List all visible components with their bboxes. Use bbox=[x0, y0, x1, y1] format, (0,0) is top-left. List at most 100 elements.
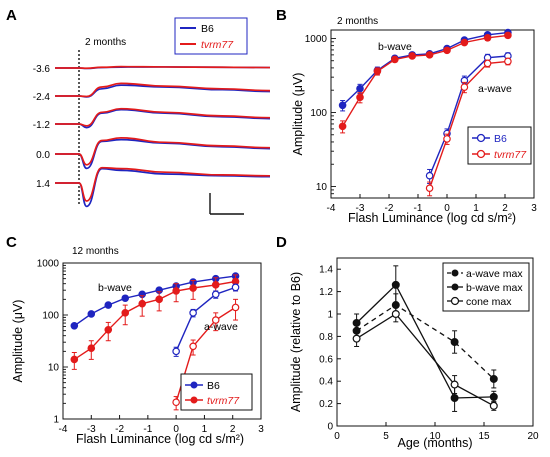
panel-b-bwave-label: b-wave bbox=[378, 41, 412, 53]
panel-c-legend-b6: B6 bbox=[207, 380, 220, 392]
data-point bbox=[356, 84, 364, 93]
panel-a-row-label: 0.0 bbox=[36, 150, 50, 161]
x-tick-label: 2 bbox=[230, 424, 236, 435]
data-point bbox=[450, 380, 459, 389]
x-tick-label: -3 bbox=[356, 203, 365, 214]
y-tick-label: 1000 bbox=[305, 34, 328, 45]
data-point bbox=[231, 303, 240, 312]
panel-letter-b: B bbox=[276, 7, 287, 24]
panel-d-legend: a-wave max b-wave max cone max bbox=[442, 262, 530, 312]
x-tick-label: 10 bbox=[429, 431, 441, 442]
panel-c-frame bbox=[62, 262, 262, 420]
data-point bbox=[338, 101, 347, 110]
panel-a-waveforms: 2 months -3.6 -2.4 -1.2 0.0 1.4 B6 tvrm7… bbox=[33, 17, 271, 215]
data-point bbox=[172, 287, 180, 295]
data-point bbox=[460, 83, 469, 91]
y-tick-label: 0.8 bbox=[319, 332, 333, 343]
x-tick-label: 0 bbox=[173, 424, 179, 435]
panel-d-xlabel: Age (months) bbox=[397, 436, 472, 450]
data-point bbox=[483, 59, 492, 68]
data-point bbox=[121, 309, 130, 317]
series-line-tvrm77-b-wave bbox=[342, 34, 508, 127]
data-point bbox=[352, 318, 361, 327]
x-tick-label: -1 bbox=[414, 203, 423, 214]
data-point bbox=[104, 301, 113, 309]
data-point bbox=[338, 122, 347, 131]
panel-a-row-label: -1.2 bbox=[33, 120, 51, 131]
panel-c-series bbox=[70, 272, 240, 411]
data-point bbox=[391, 310, 400, 319]
series-line-b-wave-max bbox=[356, 283, 494, 399]
panel-a-note: 2 months bbox=[85, 37, 126, 48]
panel-b-legend: B6 tvrm77 bbox=[467, 126, 532, 165]
panel-b-series bbox=[338, 28, 512, 197]
series-line-b6-a-wave bbox=[175, 286, 236, 352]
x-tick-label: -3 bbox=[87, 424, 96, 435]
data-point bbox=[373, 67, 382, 76]
data-point bbox=[443, 46, 451, 55]
data-point bbox=[87, 310, 96, 318]
x-tick-label: 20 bbox=[527, 431, 539, 442]
data-point bbox=[138, 299, 147, 308]
panel-a-scale-bar bbox=[209, 193, 244, 215]
x-tick-label: 5 bbox=[383, 431, 389, 442]
data-point bbox=[443, 135, 451, 143]
panel-c-xlabel: Flash Luminance (log cd s/m²) bbox=[76, 432, 244, 446]
data-point bbox=[231, 283, 240, 292]
panel-d-ticks: 0 5 10 15 20 0 0.2 0.4 0.6 0.8 1 1.2 1.4 bbox=[319, 265, 539, 442]
data-point bbox=[155, 295, 163, 304]
panel-b-note: 2 months bbox=[337, 16, 378, 27]
panel-a-legend-tvrm77: tvrm77 bbox=[201, 39, 234, 51]
data-point bbox=[189, 342, 197, 351]
data-point bbox=[489, 374, 498, 383]
data-point bbox=[121, 294, 130, 303]
data-point bbox=[425, 51, 434, 59]
x-tick-label: 0 bbox=[444, 203, 450, 214]
x-tick-label: -4 bbox=[59, 424, 68, 435]
x-tick-label: 1 bbox=[473, 203, 479, 214]
data-point bbox=[87, 344, 96, 352]
y-tick-label: 1000 bbox=[37, 259, 60, 270]
x-tick-label: -4 bbox=[327, 203, 336, 214]
data-point bbox=[489, 401, 498, 410]
panel-b-ylabel: Amplitude (μV) bbox=[291, 73, 305, 156]
y-tick-label: 100 bbox=[310, 108, 327, 119]
x-tick-label: 3 bbox=[258, 424, 264, 435]
data-point bbox=[425, 171, 434, 180]
x-tick-label: -1 bbox=[143, 424, 152, 435]
panel-a-trace-b6 bbox=[55, 167, 271, 208]
data-point bbox=[352, 334, 361, 343]
panel-d-series bbox=[352, 265, 498, 412]
panel-a-trace-tvrm77 bbox=[55, 166, 271, 202]
data-point bbox=[211, 290, 220, 299]
panel-c-legend: B6 tvrm77 bbox=[180, 373, 253, 411]
data-point bbox=[391, 280, 400, 289]
data-point bbox=[504, 57, 512, 66]
data-point bbox=[172, 347, 180, 356]
panel-letter-c: C bbox=[6, 234, 17, 251]
panel-a-trace-b6 bbox=[55, 138, 271, 170]
y-tick-label: 1 bbox=[327, 310, 333, 321]
panel-d-ylabel: Amplitude (relative to B6) bbox=[289, 272, 303, 412]
panel-c-bwave-label: b-wave bbox=[98, 282, 132, 294]
y-tick-label: 0 bbox=[327, 422, 333, 433]
panel-a-row-label: -2.4 bbox=[33, 92, 51, 103]
data-point bbox=[425, 184, 434, 192]
panel-a-row-label: 1.4 bbox=[36, 179, 50, 190]
data-point bbox=[211, 316, 220, 324]
data-point bbox=[489, 392, 498, 401]
y-tick-label: 1 bbox=[53, 415, 59, 426]
data-point bbox=[172, 398, 180, 407]
x-tick-label: 2 bbox=[502, 203, 508, 214]
panel-a-legend: B6 tvrm77 bbox=[174, 17, 248, 55]
x-tick-label: 0 bbox=[334, 431, 340, 442]
series-line-b6-b-wave bbox=[73, 275, 236, 327]
panel-b-chart: -4 -3 -2 -1 0 1 2 3 10 100 1000 2 months b-wave a-… bbox=[291, 16, 537, 225]
data-point bbox=[408, 52, 417, 60]
data-point bbox=[504, 31, 512, 40]
panel-b-legend-b6: B6 bbox=[494, 133, 507, 145]
data-point bbox=[450, 338, 459, 347]
panel-a-trace-b6 bbox=[55, 84, 271, 98]
